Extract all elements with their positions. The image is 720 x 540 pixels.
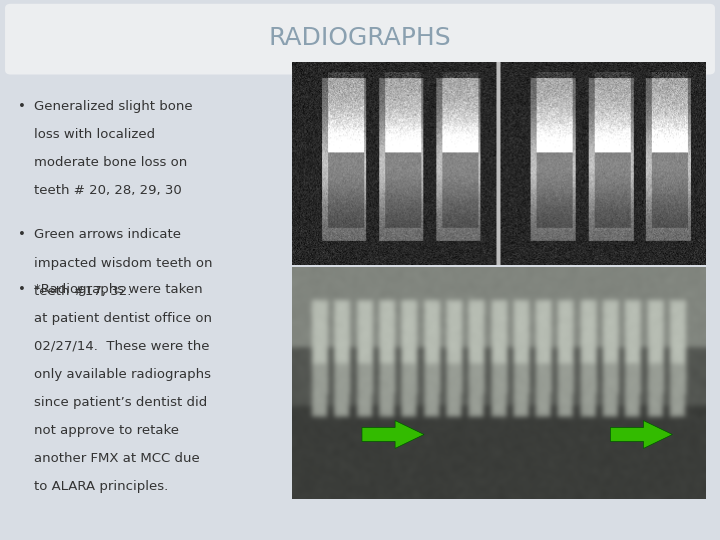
- Text: only available radiographs: only available radiographs: [34, 368, 211, 381]
- Text: teeth #17, 32.: teeth #17, 32.: [34, 285, 131, 298]
- Text: not approve to retake: not approve to retake: [34, 424, 179, 437]
- Text: •: •: [18, 228, 26, 241]
- FancyArrow shape: [611, 421, 672, 448]
- Text: Green arrows indicate: Green arrows indicate: [34, 228, 181, 241]
- Text: to ALARA principles.: to ALARA principles.: [34, 480, 168, 493]
- Text: impacted wisdom teeth on: impacted wisdom teeth on: [34, 256, 212, 269]
- FancyArrow shape: [362, 421, 424, 448]
- FancyBboxPatch shape: [5, 4, 715, 75]
- Text: another FMX at MCC due: another FMX at MCC due: [34, 452, 199, 465]
- Text: •: •: [18, 284, 26, 296]
- Text: at patient dentist office on: at patient dentist office on: [34, 312, 212, 325]
- Text: •: •: [18, 100, 26, 113]
- Text: teeth # 20, 28, 29, 30: teeth # 20, 28, 29, 30: [34, 184, 181, 197]
- Text: loss with localized: loss with localized: [34, 128, 155, 141]
- Text: Generalized slight bone: Generalized slight bone: [34, 100, 192, 113]
- Text: *Radiographs were taken: *Radiographs were taken: [34, 284, 202, 296]
- Text: moderate bone loss on: moderate bone loss on: [34, 156, 187, 169]
- Text: since patient’s dentist did: since patient’s dentist did: [34, 396, 207, 409]
- Text: 02/27/14.  These were the: 02/27/14. These were the: [34, 340, 210, 353]
- Text: RADIOGRAPHS: RADIOGRAPHS: [269, 26, 451, 50]
